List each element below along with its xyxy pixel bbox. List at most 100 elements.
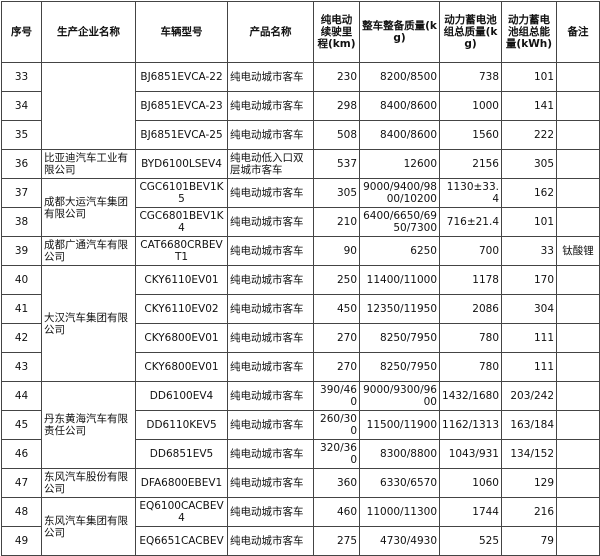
data-cell: 141 <box>501 91 557 121</box>
data-cell: 508 <box>313 120 360 150</box>
row-number: 46 <box>1 439 42 469</box>
data-cell <box>556 294 600 324</box>
data-cell: 钛酸锂 <box>556 236 600 266</box>
table-row: 46 DD6851EV5 纯电动城市客车 320/360 8300/8800 1043/9… <box>1 439 600 469</box>
data-cell: 250 <box>313 265 360 295</box>
data-cell: 270 <box>313 352 360 382</box>
data-cell: 525 <box>439 526 502 556</box>
data-cell: 450 <box>313 294 360 324</box>
table-row: 47 东风汽车股份有限公司 DFA6800EBEV1 纯电动城市客车 360 6330/6… <box>1 468 600 498</box>
data-cell <box>556 120 600 150</box>
data-cell: CAT6680CRBEVT1 <box>135 236 228 266</box>
data-cell: 320/360 <box>313 439 360 469</box>
data-cell <box>556 149 600 179</box>
company-cell: 东风汽车集团有限公司 <box>41 497 136 556</box>
data-cell: 9000/9400/9800/10200 <box>359 178 440 208</box>
data-cell: 纯电动城市客车 <box>227 526 314 556</box>
data-cell: 纯电动城市客车 <box>227 323 314 353</box>
data-cell: 8400/8600 <box>359 120 440 150</box>
data-cell: 222 <box>501 120 557 150</box>
table-row: 36 比亚迪汽车工业有限公司 BYD6100LSEV4 纯电动低入口双层城市客车 537… <box>1 149 600 179</box>
row-number: 43 <box>1 352 42 382</box>
data-cell: 12350/11950 <box>359 294 440 324</box>
company-cell: 大汉汽车集团有限公司 <box>41 265 136 382</box>
header-cell: 产品名称 <box>227 1 314 63</box>
data-cell <box>556 439 600 469</box>
row-number: 41 <box>1 294 42 324</box>
data-cell: 1178 <box>439 265 502 295</box>
data-cell <box>556 207 600 237</box>
company-cell: 成都大运汽车集团有限公司 <box>41 178 136 237</box>
data-cell: 11000/11300 <box>359 497 440 527</box>
data-cell: 129 <box>501 468 557 498</box>
data-cell: 1060 <box>439 468 502 498</box>
data-cell: BJ6851EVCA-22 <box>135 62 228 92</box>
company-cell: 比亚迪汽车工业有限公司 <box>41 149 136 179</box>
data-cell: 298 <box>313 91 360 121</box>
data-cell: 纯电动低入口双层城市客车 <box>227 149 314 179</box>
table-body: 33 BJ6851EVCA-22 纯电动城市客车 230 8200/8500 738 101… <box>1 62 600 556</box>
table-row: 43 CKY6800EV01 纯电动城市客车 270 8250/7950 780 111 <box>1 352 600 382</box>
data-cell: 716±21.4 <box>439 207 502 237</box>
row-number: 34 <box>1 91 42 121</box>
data-cell: 1000 <box>439 91 502 121</box>
data-cell: 8250/7950 <box>359 352 440 382</box>
header-cell: 备注 <box>556 1 600 63</box>
data-cell <box>556 352 600 382</box>
data-cell <box>556 497 600 527</box>
data-cell: 700 <box>439 236 502 266</box>
table-row: 42 CKY6800EV01 纯电动城市客车 270 8250/7950 780 111 <box>1 323 600 353</box>
data-cell: 纯电动城市客车 <box>227 468 314 498</box>
data-cell: 11400/11000 <box>359 265 440 295</box>
row-number: 49 <box>1 526 42 556</box>
data-cell: CGC6101BEV1K5 <box>135 178 228 208</box>
data-cell: 2086 <box>439 294 502 324</box>
data-cell: 111 <box>501 352 557 382</box>
data-cell: BJ6851EVCA-25 <box>135 120 228 150</box>
header-cell: 车辆型号 <box>135 1 228 63</box>
data-cell <box>556 178 600 208</box>
company-cell: 丹东黄海汽车有限责任公司 <box>41 381 136 469</box>
data-cell: 537 <box>313 149 360 179</box>
data-cell: 738 <box>439 62 502 92</box>
data-cell: 33 <box>501 236 557 266</box>
data-cell: 1130±33.4 <box>439 178 502 208</box>
header-cell: 生产企业名称 <box>41 1 136 63</box>
data-cell: BYD6100LSEV4 <box>135 149 228 179</box>
header-row: 序号 生产企业名称 车辆型号 产品名称 纯电动续驶里程(km) 整车整备质量(kg) 动力蓄… <box>1 1 600 63</box>
data-cell: EQ6100CACBEV4 <box>135 497 228 527</box>
data-cell: 275 <box>313 526 360 556</box>
data-cell: 6330/6570 <box>359 468 440 498</box>
company-cell: 成都广通汽车有限公司 <box>41 236 136 266</box>
data-cell: DD6851EV5 <box>135 439 228 469</box>
table-row: 37 成都大运汽车集团有限公司 CGC6101BEV1K5 纯电动城市客车 305 900… <box>1 178 600 237</box>
table-row: 39 成都广通汽车有限公司 CAT6680CRBEVT1 纯电动城市客车 90 6250 7… <box>1 236 600 266</box>
table-row: 48 东风汽车集团有限公司 EQ6100CACBEV4 纯电动城市客车 460 11000… <box>1 497 600 556</box>
data-cell: 79 <box>501 526 557 556</box>
data-cell: 纯电动城市客车 <box>227 352 314 382</box>
data-cell: CKY6110EV01 <box>135 265 228 295</box>
data-cell: 304 <box>501 294 557 324</box>
data-cell <box>556 381 600 411</box>
data-cell <box>556 468 600 498</box>
data-cell: 170 <box>501 265 557 295</box>
table-row: 40 大汉汽车集团有限公司 CKY6110EV01 纯电动城市客车 250 11400/1… <box>1 265 600 382</box>
data-cell: DFA6800EBEV1 <box>135 468 228 498</box>
row-number: 33 <box>1 62 42 92</box>
data-cell: 1432/1680 <box>439 381 502 411</box>
data-cell <box>556 526 600 556</box>
row-number: 37 <box>1 178 42 208</box>
data-cell: 90 <box>313 236 360 266</box>
data-cell: 1162/1313 <box>439 410 502 440</box>
header-cell: 纯电动续驶里程(km) <box>313 1 360 63</box>
data-cell: CGC6801BEV1K4 <box>135 207 228 237</box>
data-cell: 6250 <box>359 236 440 266</box>
header-cell: 动力蓄电池组总能量(kWh) <box>501 1 557 63</box>
data-cell: 纯电动城市客车 <box>227 91 314 121</box>
data-cell: 纯电动城市客车 <box>227 381 314 411</box>
data-cell: 纯电动城市客车 <box>227 410 314 440</box>
data-cell: 260/300 <box>313 410 360 440</box>
row-number: 45 <box>1 410 42 440</box>
